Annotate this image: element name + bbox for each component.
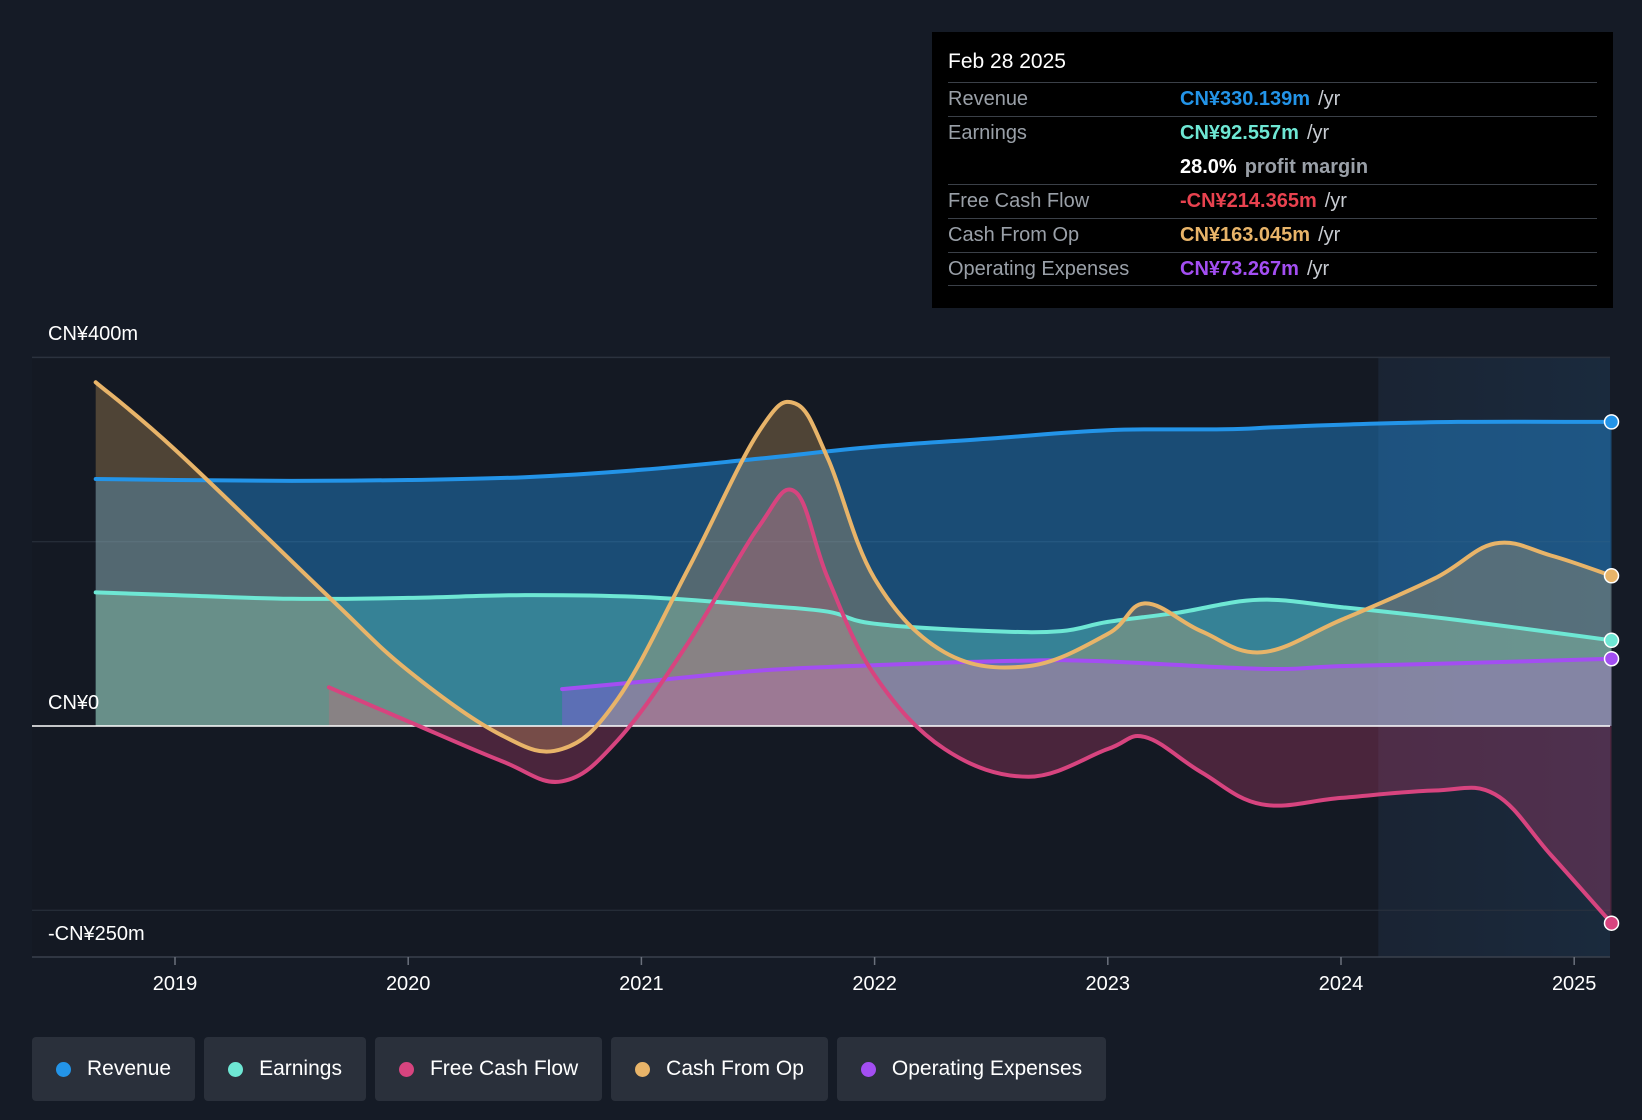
tooltip-row-opex: Operating Expenses CN¥73.267m /yr <box>948 252 1597 286</box>
legend-dot-icon <box>398 1061 414 1077</box>
end-dot-fcf <box>1603 915 1620 931</box>
series-end-dots <box>1603 414 1620 931</box>
y-label-zero: CN¥0 <box>48 692 99 714</box>
end-dot-cfo <box>1603 568 1620 584</box>
x-tick-label: 2021 <box>619 973 664 995</box>
line-opex <box>560 656 1614 692</box>
tooltip-value: -CN¥214.365m <box>1180 190 1317 212</box>
x-tick-label: 2019 <box>153 973 198 995</box>
area-cfo <box>95 382 1612 752</box>
x-tick-label: 2023 <box>1086 973 1131 995</box>
gridlines <box>32 356 1610 958</box>
tooltip-label: Revenue <box>948 88 1029 110</box>
legend-label: Earnings <box>259 1057 342 1080</box>
tooltip-unit: /yr <box>1306 122 1330 144</box>
area-opex <box>562 658 1612 726</box>
area-earnings <box>95 592 1612 726</box>
series-areas <box>95 382 1612 924</box>
x-tick-label: 2022 <box>852 973 897 995</box>
legend-label: Free Cash Flow <box>429 1057 579 1080</box>
tooltip-unit: /yr <box>1306 257 1330 280</box>
x-tick-label: 2025 <box>1552 973 1597 995</box>
tooltip-value: CN¥163.045m <box>1180 224 1311 246</box>
legend-dot-icon <box>635 1061 651 1077</box>
tooltip-row-fcf: Free Cash Flow -CN¥214.365m /yr <box>948 184 1597 218</box>
x-tick-label: 2024 <box>1319 973 1364 995</box>
tooltip-value: 28.0% <box>1180 155 1237 178</box>
legend: Revenue Earnings Free Cash Flow Cash Fro… <box>32 1037 1107 1101</box>
line-fcf <box>326 487 1614 926</box>
tooltip-unit: /yr <box>1318 88 1341 110</box>
legend-label: Revenue <box>87 1057 172 1080</box>
tooltip-value: CN¥330.139m <box>1180 88 1311 110</box>
end-dot-earnings <box>1603 632 1620 649</box>
line-cfo <box>93 380 1614 754</box>
legend-label: Cash From Op <box>666 1057 804 1080</box>
tooltip-value: CN¥92.557m <box>1180 122 1299 144</box>
tooltip-row-revenue: Revenue CN¥330.139m /yr <box>948 82 1597 116</box>
tooltip: Feb 28 2025 Revenue CN¥330.139m /yr Earn… <box>932 32 1613 308</box>
x-tick-label: 2020 <box>386 973 431 995</box>
tooltip-label: Earnings <box>948 122 1027 144</box>
tooltip-row-earnings: Earnings CN¥92.557m /yr <box>948 116 1597 150</box>
line-revenue <box>93 419 1614 483</box>
tooltip-label: Cash From Op <box>948 224 1080 246</box>
tooltip-unit: /yr <box>1324 190 1347 212</box>
forecast-shade <box>1378 357 1610 957</box>
x-axis: 2019 2020 2021 2022 2023 2024 2025 <box>153 957 1597 995</box>
area-revenue <box>95 421 1612 726</box>
tooltip-value: CN¥73.267m <box>1180 257 1299 280</box>
tooltip-date: Feb 28 2025 <box>948 50 1066 73</box>
tooltip-row-cfo: Cash From Op CN¥163.045m /yr <box>948 218 1597 252</box>
forecast-region <box>1378 357 1610 957</box>
y-label-bottom: -CN¥250m <box>48 923 145 945</box>
end-dot-opex <box>1603 650 1620 667</box>
legend-item-revenue[interactable]: Revenue <box>32 1037 196 1101</box>
tooltip-label: Free Cash Flow <box>948 190 1090 212</box>
legend-dot-icon <box>56 1061 71 1077</box>
y-label-top: CN¥400m <box>48 323 138 345</box>
legend-item-free-cash-flow[interactable]: Free Cash Flow <box>374 1037 603 1101</box>
plot-background <box>32 357 1610 957</box>
end-dot-revenue <box>1603 414 1620 430</box>
legend-label: Operating Expenses <box>891 1057 1083 1080</box>
tooltip-unit: /yr <box>1318 224 1341 246</box>
tooltip-unit: profit margin <box>1244 155 1369 178</box>
series-lines <box>93 380 1614 926</box>
legend-dot-icon <box>228 1061 244 1077</box>
tooltip-label: Operating Expenses <box>948 257 1130 280</box>
tooltip-row-margin: 28.0% profit margin <box>948 150 1597 184</box>
legend-item-cash-from-op[interactable]: Cash From Op <box>611 1037 828 1101</box>
legend-item-earnings[interactable]: Earnings <box>204 1037 366 1101</box>
legend-dot-icon <box>860 1061 876 1077</box>
line-earnings <box>93 590 1614 643</box>
legend-item-operating-expenses[interactable]: Operating Expenses <box>836 1037 1107 1101</box>
